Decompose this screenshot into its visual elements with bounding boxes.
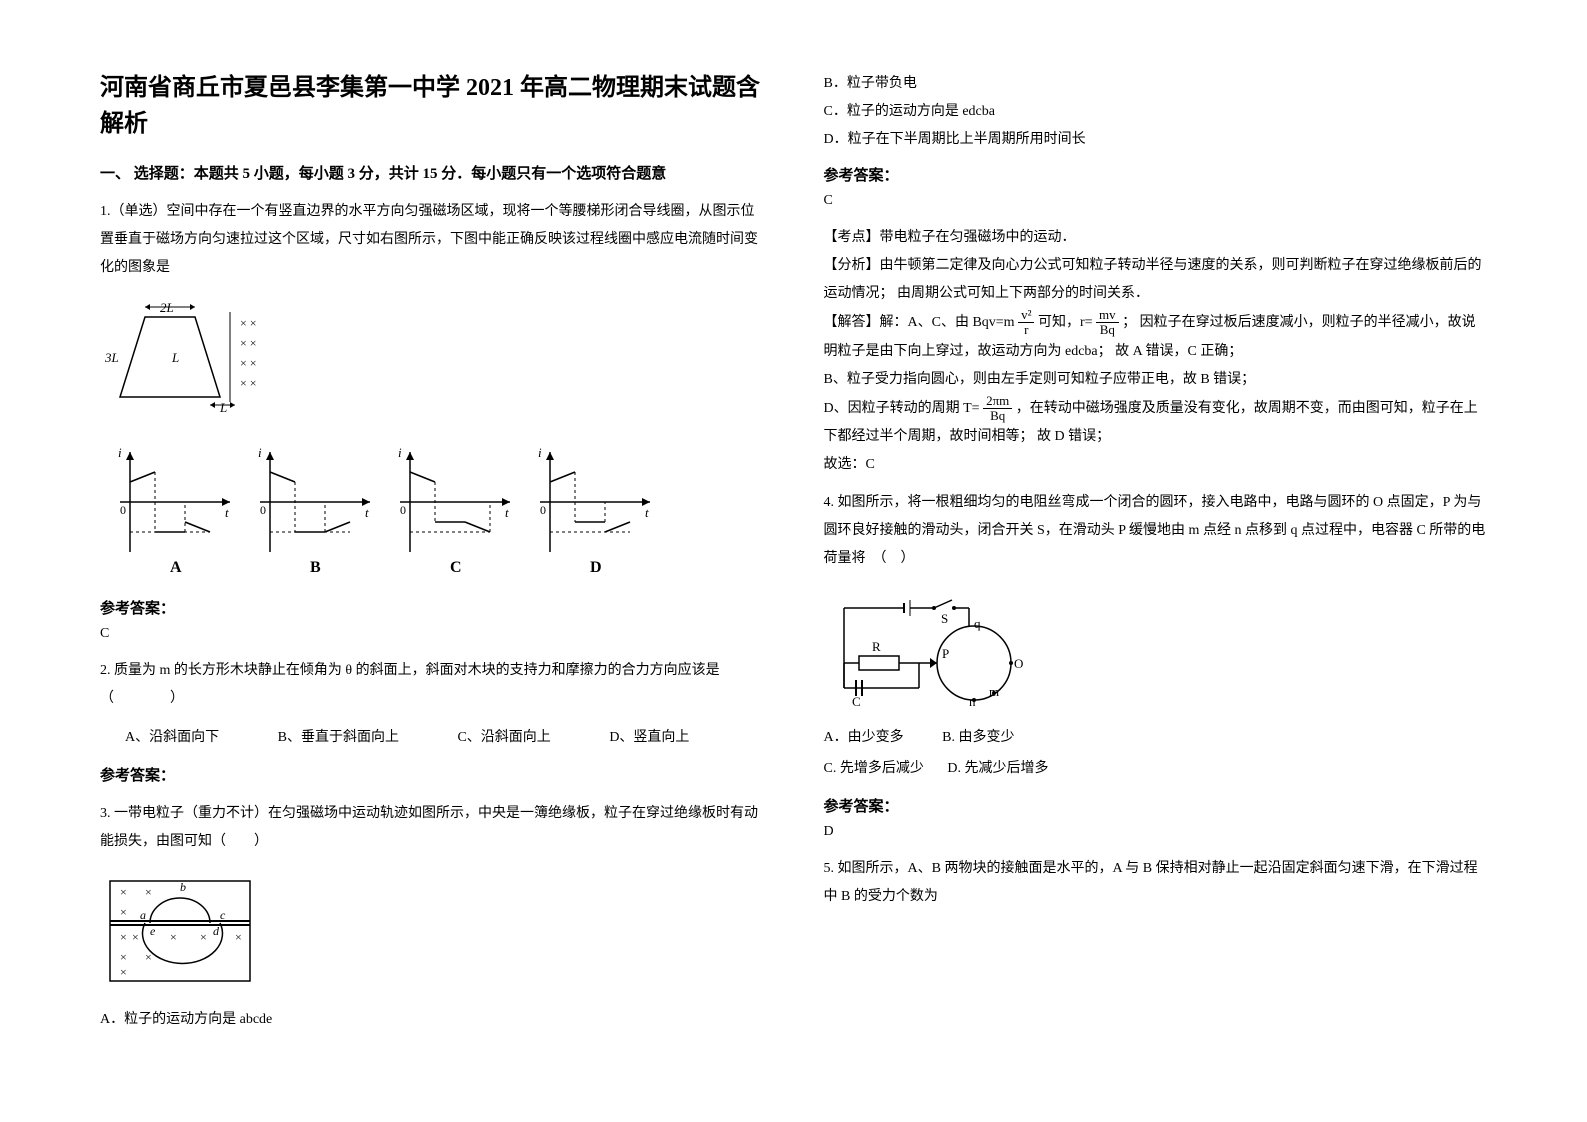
q3-solve-b: B、粒子受力指向圆心，则由左手定则可知粒子应带正电，故 B 错误； bbox=[824, 366, 1488, 394]
svg-text:e: e bbox=[150, 924, 156, 938]
q2-opt-b: B、垂直于斜面向上 bbox=[278, 730, 399, 745]
q3-answer: C bbox=[824, 193, 1488, 209]
q4-opt-b: B. 由多变少 bbox=[942, 730, 1014, 745]
q3-opt-a: A．粒子的运动方向是 abcde bbox=[100, 1006, 764, 1034]
svg-text:P: P bbox=[942, 646, 949, 661]
section-heading: 一、 选择题：本题共 5 小题，每小题 3 分，共计 15 分．每小题只有一个选… bbox=[100, 162, 764, 183]
q5-text: 5. 如图所示，A、B 两物块的接触面是水平的，A 与 B 保持相对静止一起沿固… bbox=[824, 855, 1488, 911]
svg-text:×: × bbox=[145, 885, 152, 899]
solve-text: 可知，r= bbox=[1038, 315, 1093, 330]
svg-text:i: i bbox=[118, 445, 122, 460]
solve-text: 【解答】解：A、C、由 Bqv=m bbox=[824, 315, 1015, 330]
q3-point: 【考点】带电粒子在匀强磁场中的运动． bbox=[824, 224, 1488, 252]
q1-graphs: i t 0 A i t 0 bbox=[100, 432, 764, 582]
svg-text:×: × bbox=[170, 930, 177, 944]
q3-text: 3. 一带电粒子（重力不计）在匀强磁场中运动轨迹如图所示，中央是一簿绝缘板，粒子… bbox=[100, 800, 764, 856]
svg-text:t: t bbox=[225, 505, 229, 520]
svg-text:×: × bbox=[120, 950, 127, 964]
answer-label: 参考答案： bbox=[100, 597, 764, 618]
svg-text:0: 0 bbox=[260, 503, 266, 517]
q2-opt-c: C、沿斜面向上 bbox=[457, 730, 550, 745]
svg-text:t: t bbox=[365, 505, 369, 520]
q4-opt-d: D. 先减少后增多 bbox=[947, 761, 1048, 776]
q3-opt-d: D．粒子在下半周期比上半周期所用时间长 bbox=[824, 126, 1488, 154]
solve-text: D、因粒子转动的周期 T= bbox=[824, 401, 980, 416]
svg-text:t: t bbox=[645, 505, 649, 520]
answer-label: 参考答案： bbox=[824, 164, 1488, 185]
svg-text:×: × bbox=[120, 905, 127, 919]
svg-text:C: C bbox=[450, 559, 462, 576]
svg-text:d: d bbox=[213, 924, 220, 938]
svg-text:i: i bbox=[538, 445, 542, 460]
q1-text: 1.（单选）空间中存在一个有竖直边界的水平方向匀强磁场区域，现将一个等腰梯形闭合… bbox=[100, 198, 764, 282]
document-title: 河南省商丘市夏邑县李集第一中学 2021 年高二物理期末试题含解析 bbox=[100, 70, 764, 142]
q3-solve-d: D、因粒子转动的周期 T= 2πm Bq ，在转动中磁场强度及质量没有变化，故周… bbox=[824, 394, 1488, 452]
q3-opt-c: C．粒子的运动方向是 edcba bbox=[824, 98, 1488, 126]
svg-text:×: × bbox=[200, 930, 207, 944]
answer-label: 参考答案： bbox=[100, 764, 764, 785]
svg-text:×: × bbox=[145, 950, 152, 964]
svg-text:×: × bbox=[120, 930, 127, 944]
svg-text:×: × bbox=[235, 930, 242, 944]
svg-text:O: O bbox=[1014, 656, 1023, 671]
q2-text: 2. 质量为 m 的长方形木块静止在倾角为 θ 的斜面上，斜面对木块的支持力和摩… bbox=[100, 657, 764, 713]
q3-analysis: 【分析】由牛顿第二定律及向心力公式可知粒子转动半径与速度的关系，则可判断粒子在穿… bbox=[824, 252, 1488, 308]
svg-text:× ×: × × bbox=[240, 316, 257, 330]
q3-figure: ×× × ××××× ×× × e d a c b bbox=[100, 871, 764, 991]
q3-opt-b: B．粒子带负电 bbox=[824, 70, 1488, 98]
q4-opt-a: A．由少变多 bbox=[824, 730, 904, 745]
q4-options: A．由少变多 B. 由多变少 C. 先增多后减少 D. 先减少后增多 bbox=[824, 723, 1488, 785]
svg-text:t: t bbox=[505, 505, 509, 520]
svg-text:q: q bbox=[974, 616, 981, 631]
fraction-2pim-bq: 2πm Bq bbox=[983, 394, 1012, 424]
svg-text:R: R bbox=[872, 639, 881, 654]
q1-trapezoid-figure: × × × × × × × × 3L L 2L L bbox=[100, 297, 764, 417]
q2-opt-a: A、沿斜面向下 bbox=[125, 730, 219, 745]
svg-text:A: A bbox=[170, 559, 182, 576]
right-column: B．粒子带负电 C．粒子的运动方向是 edcba D．粒子在下半周期比上半周期所… bbox=[824, 70, 1488, 1052]
answer-label: 参考答案： bbox=[824, 795, 1488, 816]
svg-text:D: D bbox=[590, 559, 602, 576]
q2-options: A、沿斜面向下 B、垂直于斜面向上 C、沿斜面向上 D、竖直向上 bbox=[100, 723, 764, 754]
fraction-mv-bq: mv Bq bbox=[1096, 308, 1119, 338]
fraction-v2-r: v² r bbox=[1018, 308, 1034, 338]
svg-text:×: × bbox=[120, 965, 127, 979]
svg-text:i: i bbox=[398, 445, 402, 460]
svg-text:L: L bbox=[219, 400, 227, 415]
svg-text:× ×: × × bbox=[240, 356, 257, 370]
q4-opt-c: C. 先增多后减少 bbox=[824, 761, 924, 776]
svg-text:i: i bbox=[258, 445, 262, 460]
svg-text:a: a bbox=[140, 908, 146, 922]
q4-text: 4. 如图所示，将一根粗细均匀的电阻丝弯成一个闭合的圆环，接入电路中，电路与圆环… bbox=[824, 489, 1488, 573]
svg-text:c: c bbox=[220, 908, 226, 922]
q4-answer: D bbox=[824, 824, 1488, 840]
q3-final: 故选：C bbox=[824, 451, 1488, 479]
q1-answer: C bbox=[100, 626, 764, 642]
q2-opt-d: D、竖直向上 bbox=[609, 730, 689, 745]
svg-text:L: L bbox=[171, 350, 179, 365]
svg-text:×: × bbox=[132, 930, 139, 944]
left-column: 河南省商丘市夏邑县李集第一中学 2021 年高二物理期末试题含解析 一、 选择题… bbox=[100, 70, 764, 1052]
q3-solve-line1: 【解答】解：A、C、由 Bqv=m v² r 可知，r= mv Bq ； 因粒子… bbox=[824, 308, 1488, 366]
svg-text:b: b bbox=[180, 880, 186, 894]
svg-text:B: B bbox=[310, 559, 321, 576]
svg-text:× ×: × × bbox=[240, 336, 257, 350]
svg-text:0: 0 bbox=[540, 503, 546, 517]
svg-text:0: 0 bbox=[120, 503, 126, 517]
svg-text:C: C bbox=[852, 694, 861, 708]
svg-text:0: 0 bbox=[400, 503, 406, 517]
svg-text:× ×: × × bbox=[240, 376, 257, 390]
svg-text:3L: 3L bbox=[104, 350, 119, 365]
svg-text:×: × bbox=[120, 885, 127, 899]
svg-text:S: S bbox=[941, 611, 948, 626]
q4-figure: S q O n m P R bbox=[824, 588, 1488, 708]
